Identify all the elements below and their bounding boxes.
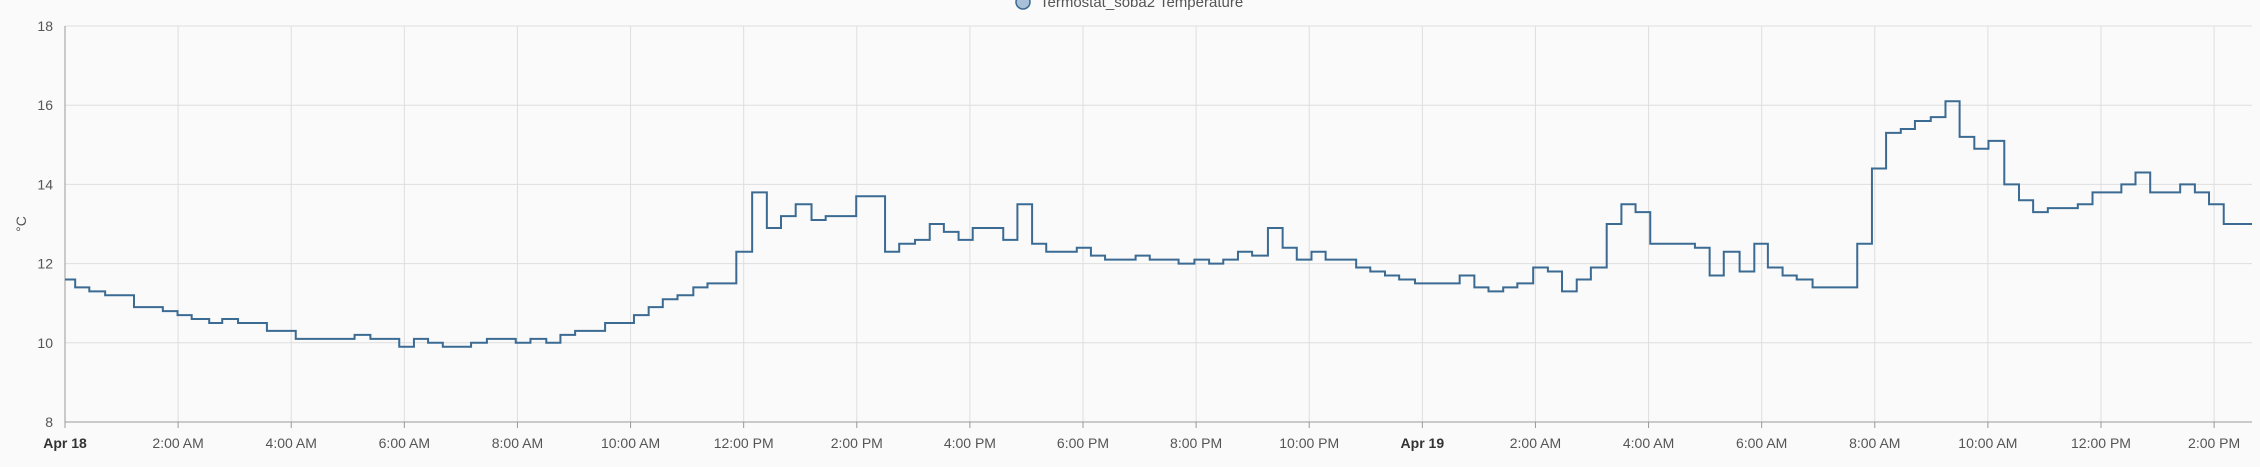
x-tick-label: 2:00 AM xyxy=(152,435,203,451)
x-tick-label: 2:00 PM xyxy=(831,435,883,451)
x-tick-label: 10:00 AM xyxy=(1958,435,2017,451)
x-tick-label: Apr 19 xyxy=(1401,435,1445,451)
x-tick-label: 12:00 PM xyxy=(714,435,774,451)
x-tick-label: 4:00 PM xyxy=(944,435,996,451)
x-tick-label: 12:00 PM xyxy=(2071,435,2131,451)
x-tick-label: 10:00 AM xyxy=(601,435,660,451)
y-tick-label: 8 xyxy=(45,414,53,430)
y-tick-label: 12 xyxy=(37,256,53,272)
y-tick-label: 10 xyxy=(37,335,53,351)
x-tick-label: 8:00 AM xyxy=(1849,435,1900,451)
x-tick-label: 6:00 AM xyxy=(1736,435,1787,451)
x-tick-label: 6:00 AM xyxy=(379,435,430,451)
y-tick-label: 16 xyxy=(37,97,53,113)
temperature-line xyxy=(65,100,2252,348)
legend-marker[interactable] xyxy=(1015,0,1031,10)
x-tick-label: 8:00 PM xyxy=(1170,435,1222,451)
x-tick-label: 4:00 AM xyxy=(266,435,317,451)
y-tick-label: 18 xyxy=(37,18,53,34)
x-tick-label: 6:00 PM xyxy=(1057,435,1109,451)
x-tick-label: Apr 18 xyxy=(43,435,87,451)
y-axis-label: °C xyxy=(13,216,29,232)
x-tick-label: 4:00 AM xyxy=(1623,435,1674,451)
x-tick-label: 2:00 AM xyxy=(1510,435,1561,451)
y-tick-label: 14 xyxy=(37,176,53,192)
x-tick-label: 10:00 PM xyxy=(1279,435,1339,451)
x-tick-label: 2:00 PM xyxy=(2188,435,2240,451)
x-tick-label: 8:00 AM xyxy=(492,435,543,451)
legend-label[interactable]: Termostat_soba2 Temperature xyxy=(1040,0,1243,11)
